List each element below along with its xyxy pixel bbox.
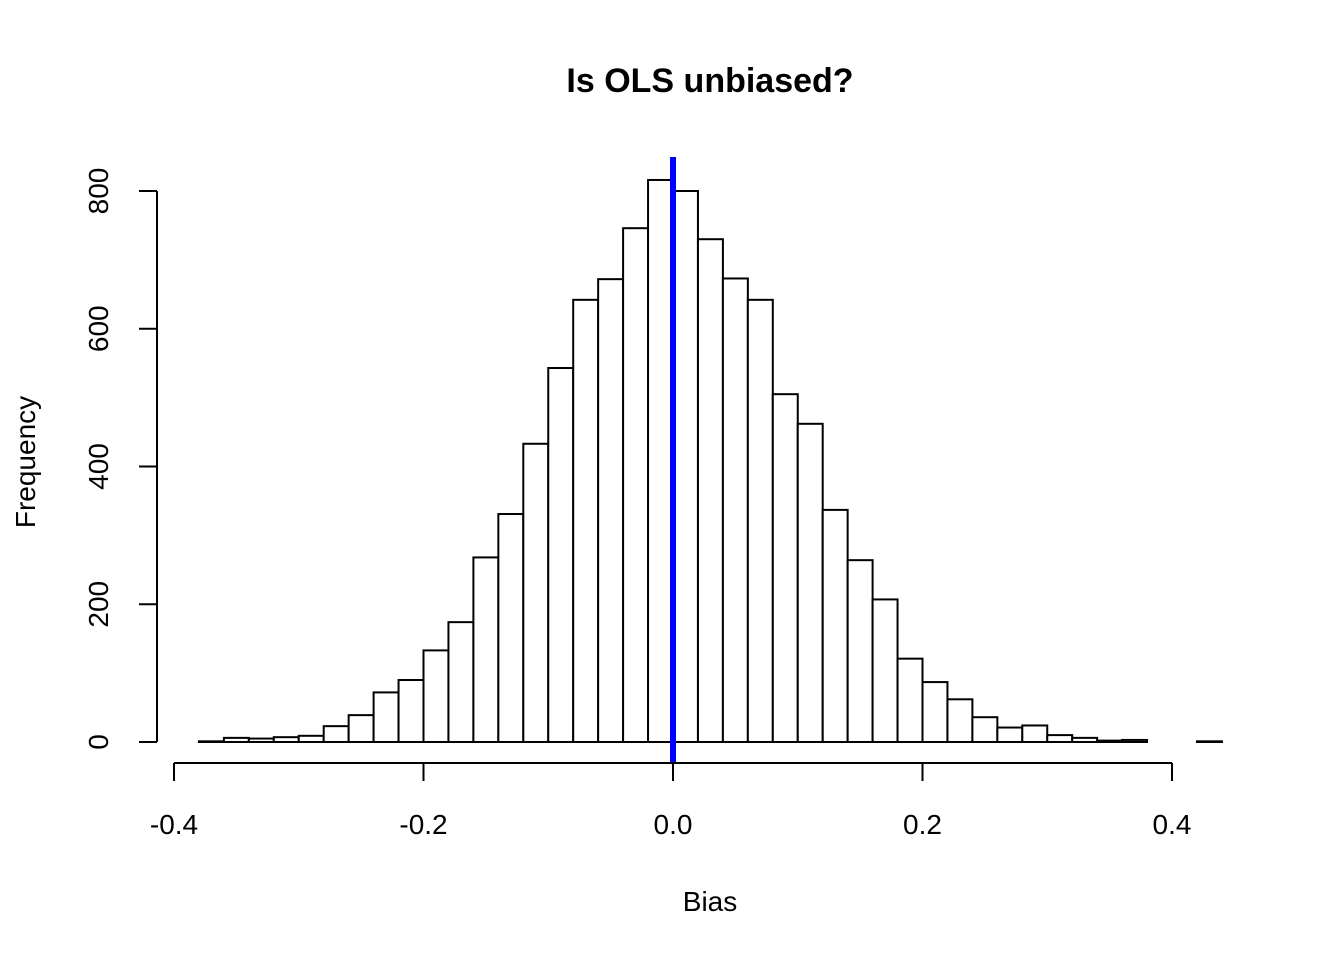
histogram-bar xyxy=(971,716,999,744)
histogram-bar xyxy=(1195,740,1223,744)
histogram-bar xyxy=(322,725,350,744)
y-axis-label: Frequency xyxy=(10,396,41,528)
y-tick-label: 200 xyxy=(83,581,114,628)
histogram-bar xyxy=(696,238,724,743)
histogram-bar xyxy=(647,178,674,744)
histogram-bar xyxy=(497,513,525,743)
y-tick-label: 600 xyxy=(83,305,114,352)
x-tick-label: -0.2 xyxy=(399,809,447,840)
y-tick-label: 0 xyxy=(83,734,114,750)
histogram-bar xyxy=(946,698,974,743)
histogram-bar xyxy=(372,691,400,743)
histogram-bar xyxy=(622,227,650,743)
histogram-bar xyxy=(447,621,475,743)
chart-title: Is OLS unbiased? xyxy=(566,62,853,100)
histogram-bar xyxy=(921,681,949,743)
histogram-bar xyxy=(821,508,849,743)
histogram-bar xyxy=(796,422,824,743)
histogram-bar xyxy=(1046,734,1074,743)
histogram-bar xyxy=(672,190,699,743)
histogram-bar xyxy=(472,556,500,743)
histogram-bar xyxy=(297,734,325,744)
histogram-bar xyxy=(771,393,799,743)
histogram-bar xyxy=(397,679,425,744)
histogram-bar xyxy=(422,649,450,743)
histogram-bar xyxy=(597,278,625,743)
histogram-bar xyxy=(846,559,874,743)
histogram-bar xyxy=(347,714,375,743)
histogram-bar xyxy=(522,442,550,743)
y-tick-label: 400 xyxy=(83,443,114,490)
histogram-bar xyxy=(222,736,250,743)
histogram-bar xyxy=(996,726,1024,744)
x-tick-label: 0.4 xyxy=(1153,809,1192,840)
histogram-bar xyxy=(871,598,899,744)
histogram-bar xyxy=(572,298,600,743)
x-tick-label: 0.0 xyxy=(654,809,693,840)
y-axis: 0 200 400 600 800 xyxy=(83,168,158,750)
histogram-bar xyxy=(272,736,300,744)
histogram-bar xyxy=(896,657,924,744)
histogram-bar xyxy=(1121,738,1149,744)
x-axis: -0.4 -0.2 0.0 0.2 0.4 xyxy=(150,762,1192,840)
histogram-bar xyxy=(1096,739,1124,743)
histogram-bar xyxy=(721,277,749,743)
y-tick-label: 800 xyxy=(83,168,114,215)
histogram-bar xyxy=(547,367,575,743)
histogram-bar xyxy=(746,298,774,743)
x-axis-label: Bias xyxy=(683,886,737,917)
x-tick-label: -0.4 xyxy=(150,809,198,840)
histogram-bar xyxy=(197,740,225,744)
histogram-bars xyxy=(197,178,1223,744)
histogram-bar xyxy=(1021,724,1049,743)
histogram-bar xyxy=(247,737,275,744)
x-tick-label: 0.2 xyxy=(903,809,942,840)
histogram-bar xyxy=(1071,736,1099,743)
